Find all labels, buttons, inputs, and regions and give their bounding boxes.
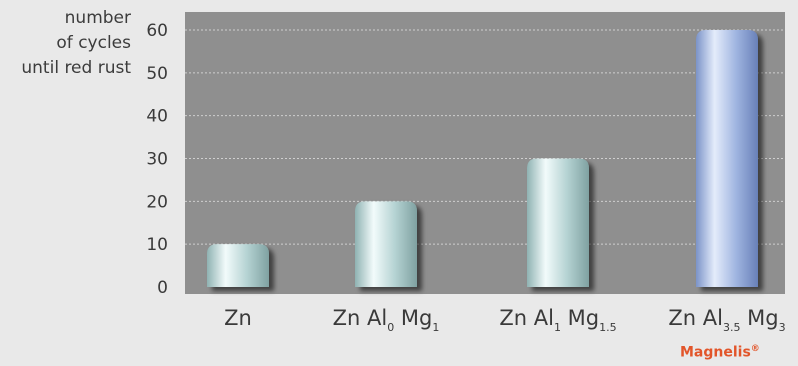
x-tick-text: Mg [560, 306, 600, 330]
y-axis-label: number of cycles until red rust [0, 6, 131, 81]
x-tick-label: Zn Al1 Mg1.5 [499, 306, 616, 334]
x-tick-subscript: 1 [553, 321, 561, 334]
x-tick-subscript: 3.5 [722, 321, 741, 334]
y-tick-label: 20 [146, 192, 168, 212]
y-axis-label-line: until red rust [21, 58, 131, 78]
y-tick-label: 0 [157, 278, 168, 298]
brand-mark: ® [750, 344, 760, 354]
x-tick-label: Zn Al3.5 Mg3 [668, 306, 785, 334]
x-tick-label: Zn [224, 306, 252, 330]
x-tick-subscript: 1.5 [599, 321, 617, 334]
bar [696, 30, 758, 287]
x-tick-text: Zn [224, 306, 252, 330]
y-tick-label: 40 [146, 107, 168, 127]
bars [207, 30, 758, 287]
bar [527, 158, 589, 287]
x-tick-text: Zn Al [668, 306, 723, 330]
x-tick-text: Mg [394, 306, 433, 330]
brand-label: Magnelis® [680, 344, 760, 361]
y-tick-label: 50 [146, 64, 168, 84]
x-tick-text: Mg [740, 306, 779, 330]
x-tick-subscript: 0 [387, 321, 395, 334]
gridlines [185, 29, 785, 245]
y-tick-label: 10 [146, 235, 168, 255]
x-tick-text: Zn Al [499, 306, 554, 330]
plot-background [185, 12, 785, 294]
y-axis-ticks: 0 10 20 30 40 50 60 [146, 21, 168, 298]
bar [355, 201, 417, 287]
y-axis-label-line: of cycles [56, 33, 131, 53]
x-tick-subscript: 1 [432, 321, 440, 334]
bar [207, 244, 269, 287]
y-tick-label: 30 [146, 150, 168, 170]
x-tick-text: Zn Al [332, 306, 388, 330]
y-tick-label: 60 [146, 21, 168, 41]
y-axis-label-line: number [64, 8, 131, 28]
brand-name: Magnelis [680, 344, 751, 361]
x-tick-label: Zn Al0 Mg1 [332, 306, 440, 334]
x-tick-subscript: 3 [778, 321, 786, 334]
